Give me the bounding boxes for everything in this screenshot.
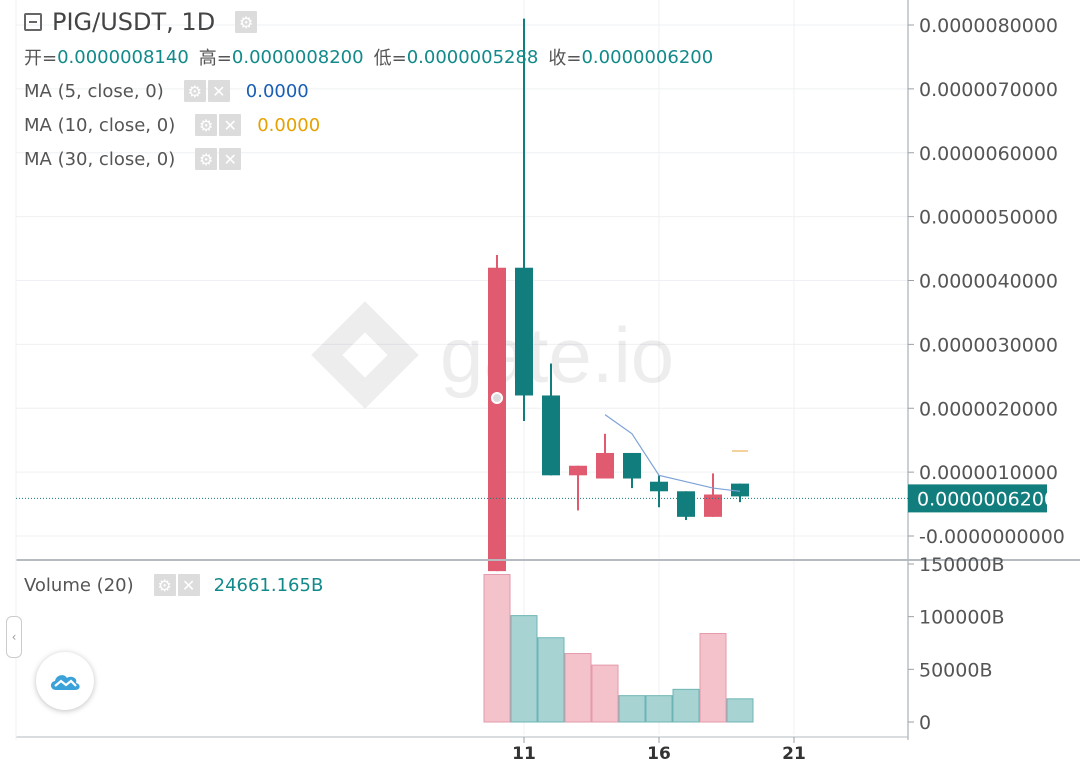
candle-body	[515, 267, 533, 396]
time-tick-label: 11	[512, 744, 536, 764]
close-value: 0.0000006200	[581, 46, 714, 68]
candle-body	[704, 494, 722, 517]
volume-tick-label: 0	[919, 712, 931, 734]
symbol-title: PIG/USDT, 1D	[52, 8, 216, 36]
price-tick-label: 0.0000010000	[919, 462, 1058, 484]
volume-bar	[618, 695, 646, 723]
last-price-label: 0.0000006200	[917, 488, 1056, 510]
ma5-remove-close-icon[interactable]: ✕	[207, 80, 230, 102]
time-tick-label: 21	[782, 744, 806, 764]
ma5-value: 0.0000	[245, 80, 309, 102]
symbol-settings-gear-icon[interactable]: ⚙	[235, 11, 258, 33]
time-tick-label: 16	[647, 744, 671, 764]
high-key: 高=	[198, 48, 232, 69]
volume-bar	[483, 574, 511, 723]
price-tick-label: 0.0000020000	[919, 398, 1058, 420]
price-tick-label: 0.0000050000	[919, 207, 1058, 229]
ma5-line	[604, 414, 741, 492]
ma5-label: MA (5, close, 0)	[24, 80, 164, 102]
ma10-label: MA (10, close, 0)	[24, 114, 176, 136]
collapse-side-panel-chevron-left-icon[interactable]: ‹	[6, 616, 22, 658]
indicator-ma10: MA (10, close, 0) ⚙ ✕ 0.0000	[24, 114, 320, 136]
high-value: 0.0000008200	[231, 46, 364, 68]
indicator-ma5: MA (5, close, 0) ⚙ ✕ 0.0000	[24, 80, 309, 102]
volume-bar	[726, 698, 754, 723]
open-value: 0.0000008140	[57, 46, 189, 68]
chart-title-row: PIG/USDT, 1D ⚙	[24, 8, 258, 36]
ohlc-readout: 开= 0.0000008140 高= 0.0000008200 低= 0.000…	[24, 44, 723, 70]
volume-bar	[672, 688, 700, 723]
low-key: 低=	[373, 48, 407, 69]
volume-remove-close-icon[interactable]: ✕	[177, 574, 200, 596]
candle-body	[650, 481, 668, 492]
volume-settings-gear-icon[interactable]: ⚙	[153, 574, 176, 596]
volume-bar	[591, 664, 619, 723]
volume-bar	[510, 615, 538, 723]
price-tick-label: 0.0000080000	[919, 15, 1058, 37]
cloud-icon	[50, 675, 80, 690]
open-key: 开=	[24, 48, 58, 69]
volume-bar	[645, 695, 673, 723]
volume-bar	[699, 633, 727, 723]
ma30-label: MA (30, close, 0)	[24, 148, 176, 170]
ma10-value: 0.0000	[257, 114, 321, 136]
indicator-ma30: MA (30, close, 0) ⚙ ✕	[24, 148, 242, 170]
candle-body	[488, 267, 506, 572]
close-key: 收=	[548, 48, 582, 69]
volume-bar	[537, 637, 565, 723]
price-tick-label: 0.0000030000	[919, 334, 1058, 356]
candle-body	[542, 395, 560, 476]
price-tick-label: 0.0000060000	[919, 143, 1058, 165]
candle-body	[569, 465, 587, 476]
ma5-settings-gear-icon[interactable]: ⚙	[183, 80, 206, 102]
candle-body	[731, 483, 749, 497]
volume-tick-label: 50000B	[919, 659, 992, 681]
candle-body	[623, 452, 641, 479]
gate-io-watermark: gate.io	[311, 301, 674, 409]
volume-tick-label: 150000B	[919, 554, 1005, 576]
ma10-settings-gear-icon[interactable]: ⚙	[195, 114, 218, 136]
low-value: 0.0000005288	[406, 46, 539, 68]
crosshair-point-marker	[491, 392, 503, 404]
ma30-remove-close-icon[interactable]: ✕	[219, 148, 242, 170]
indicator-volume: Volume (20) ⚙ ✕ 24661.165B	[24, 574, 323, 596]
candle-body	[596, 452, 614, 479]
volume-tick-label: 100000B	[919, 607, 1005, 629]
price-tick-label: 0.0000070000	[919, 79, 1058, 101]
price-tick-label: 0.0000040000	[919, 271, 1058, 293]
collapse-legend-icon[interactable]	[24, 13, 42, 31]
ma30-settings-gear-icon[interactable]: ⚙	[195, 148, 218, 170]
last-price-label-bg	[908, 484, 1047, 513]
volume-value: 24661.165B	[213, 574, 324, 596]
cloud-logo-button[interactable]	[36, 652, 94, 710]
watermark-text: gate.io	[440, 311, 674, 399]
volume-label: Volume (20)	[24, 574, 134, 596]
price-tick-label: -0.0000000000	[919, 526, 1065, 548]
ma10-remove-close-icon[interactable]: ✕	[219, 114, 242, 136]
candle-body	[677, 491, 695, 517]
volume-bar	[564, 653, 592, 723]
